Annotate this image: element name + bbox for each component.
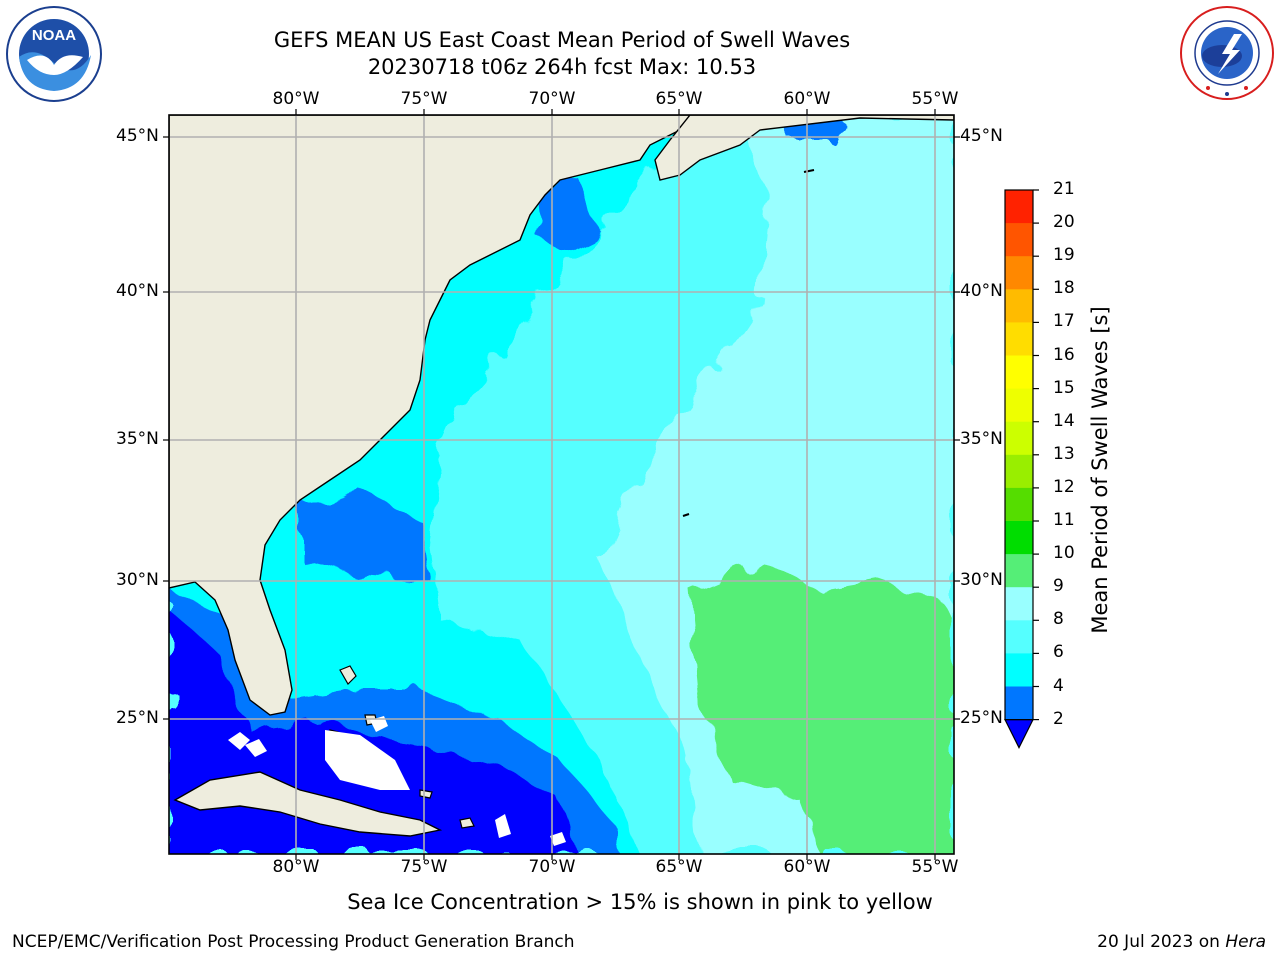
colorbar-tick-label: 20: [1053, 212, 1075, 233]
colorbar-segment: [1005, 454, 1033, 489]
colorbar-segment: [1005, 190, 1033, 224]
colorbar-tick-label: 9: [1053, 576, 1064, 597]
colorbar-tick-label: 10: [1053, 543, 1075, 564]
credit-text: NCEP/EMC/Verification Post Processing Pr…: [12, 932, 575, 952]
machine-name: Hera: [1225, 932, 1266, 952]
lat-label-right: 25°N: [960, 708, 1003, 728]
lat-label-left: 40°N: [116, 281, 159, 301]
colorbar-segment: [1005, 521, 1033, 555]
nova-scotia-land: [654, 115, 954, 181]
colorbar-segment: [1005, 653, 1033, 687]
lat-label-right: 30°N: [960, 570, 1003, 590]
lon-label-bottom: 55°W: [911, 857, 959, 877]
colorbar-segment: [1005, 587, 1033, 621]
colorbar-segment: [1005, 355, 1033, 390]
gridlines: [169, 115, 954, 854]
noaa-logo: NOAA: [6, 6, 102, 102]
colorbar-tick-label: 8: [1053, 609, 1064, 630]
cuba-land: [173, 771, 443, 837]
colorbar-tick-label: 17: [1053, 311, 1075, 332]
colorbar: [1004, 189, 1039, 749]
colorbar-title: Mean Period of Swell Waves [s]: [1088, 306, 1112, 634]
colorbar-tick-label: 18: [1053, 278, 1075, 299]
colorbar-segment: [1005, 487, 1033, 522]
colorbar-tick-label: 14: [1053, 410, 1075, 431]
colorbar-segment: [1005, 322, 1033, 356]
colorbar-segment: [1005, 388, 1033, 423]
chart-title: GEFS MEAN US East Coast Mean Period of S…: [273, 28, 851, 52]
colorbar-tick-label: 13: [1053, 443, 1075, 464]
colorbar-tick-label: 4: [1053, 675, 1064, 696]
lon-label-bottom: 75°W: [400, 857, 448, 877]
lon-label-top: 55°W: [911, 89, 959, 109]
sea-ice-note: Sea Ice Concentration > 15% is shown in …: [347, 890, 933, 914]
swell-band-9-10: [690, 560, 954, 854]
lon-label-bottom: 70°W: [528, 857, 576, 877]
colorbar-tick-label: 6: [1053, 642, 1064, 663]
lat-label-right: 35°N: [960, 429, 1003, 449]
lat-label-left: 30°N: [116, 570, 159, 590]
map-frame: [168, 114, 955, 855]
lon-label-bottom: 60°W: [783, 857, 831, 877]
colorbar-segment: [1005, 289, 1033, 323]
lon-label-top: 75°W: [400, 89, 448, 109]
colorbar-tick-label: 12: [1053, 476, 1075, 497]
colorbar-tick-label: 19: [1053, 245, 1075, 266]
colorbar-tick-label: 11: [1053, 510, 1075, 530]
noaa-logo-text: NOAA: [32, 27, 76, 44]
lon-label-top: 65°W: [655, 89, 703, 109]
colorbar-segment: [1005, 686, 1033, 721]
colorbar-tick-label: 21: [1053, 179, 1075, 199]
date-stamp: 20 Jul 2023 on Hera: [1097, 932, 1266, 952]
lat-label-right: 40°N: [960, 281, 1003, 301]
lon-label-bottom: 80°W: [272, 857, 320, 877]
colorbar-segment: [1005, 223, 1033, 257]
lon-label-bottom: 65°W: [655, 857, 703, 877]
map-field: [169, 115, 954, 854]
lat-label-left: 25°N: [116, 708, 159, 728]
colorbar-segment: [1005, 620, 1033, 654]
colorbar-segment: [1005, 421, 1033, 456]
chart-subtitle: 20230718 t06z 264h fcst Max: 10.53: [367, 55, 757, 79]
colorbar-segment: [1005, 554, 1033, 588]
lat-label-left: 45°N: [116, 126, 159, 146]
lon-label-top: 70°W: [528, 89, 576, 109]
colorbar-segment: [1005, 256, 1033, 290]
lat-label-right: 45°N: [960, 126, 1003, 146]
colorbar-tick-label: 15: [1053, 377, 1075, 398]
lon-label-top: 60°W: [783, 89, 831, 109]
us-east-coast-land: [169, 115, 691, 716]
colorbar-extension: [1004, 719, 1034, 749]
nws-logo: [1180, 6, 1274, 100]
lat-label-left: 35°N: [116, 429, 159, 449]
lon-label-top: 80°W: [272, 89, 320, 109]
colorbar-tick-label: 16: [1053, 344, 1075, 365]
colorbar-tick-label: 2: [1053, 708, 1064, 729]
date-text: 20 Jul 2023 on: [1097, 932, 1226, 952]
